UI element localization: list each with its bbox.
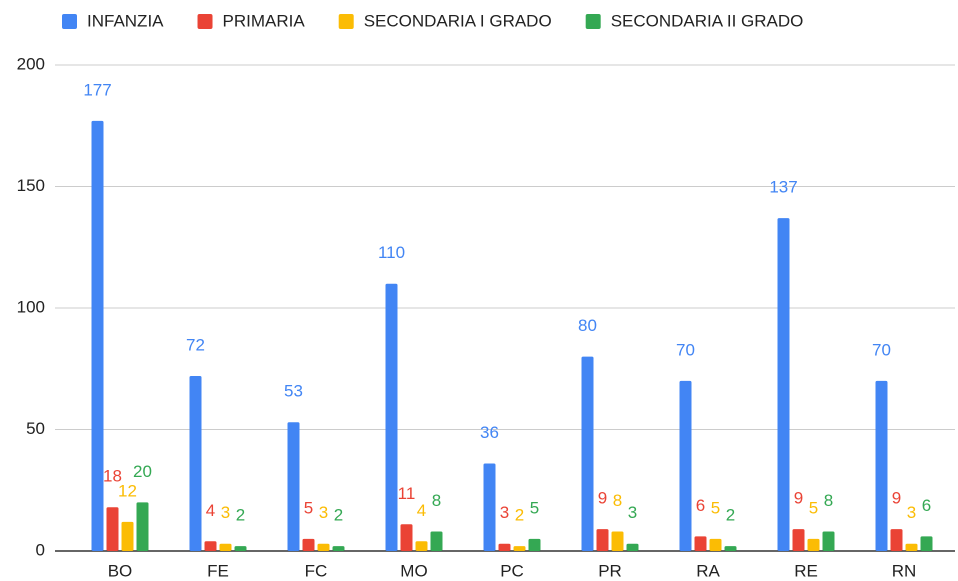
data-label: 8 bbox=[824, 491, 833, 510]
data-label: 20 bbox=[133, 462, 152, 481]
bar bbox=[287, 422, 300, 551]
x-tick-label: BO bbox=[108, 561, 133, 580]
bar bbox=[204, 541, 217, 551]
bar bbox=[920, 536, 933, 551]
data-label: 6 bbox=[696, 496, 705, 515]
bar bbox=[890, 529, 903, 551]
data-label: 9 bbox=[892, 489, 901, 508]
y-tick-label: 50 bbox=[26, 419, 45, 438]
bar bbox=[400, 524, 413, 551]
x-tick-label: FC bbox=[305, 561, 328, 580]
data-label: 11 bbox=[398, 484, 416, 503]
data-label: 72 bbox=[186, 336, 205, 355]
bar bbox=[777, 218, 790, 551]
bar bbox=[626, 543, 639, 551]
data-label: 18 bbox=[103, 467, 122, 486]
y-tick-label: 150 bbox=[17, 176, 45, 195]
legend-swatch bbox=[338, 14, 354, 29]
data-label: 2 bbox=[515, 506, 524, 525]
data-label: 5 bbox=[809, 498, 818, 517]
legend-label: PRIMARIA bbox=[223, 11, 306, 30]
data-label: 4 bbox=[417, 501, 426, 520]
bar bbox=[121, 521, 134, 551]
data-label: 3 bbox=[221, 503, 230, 522]
data-label: 2 bbox=[334, 506, 343, 525]
data-label: 5 bbox=[304, 498, 313, 517]
legend-swatch bbox=[62, 14, 77, 29]
bar bbox=[136, 502, 149, 551]
bar bbox=[498, 543, 511, 551]
data-label: 5 bbox=[530, 498, 539, 517]
x-tick-label: RN bbox=[892, 561, 917, 580]
data-label: 3 bbox=[907, 503, 916, 522]
data-label: 12 bbox=[118, 481, 137, 500]
data-label: 3 bbox=[500, 503, 509, 522]
bar bbox=[385, 283, 398, 551]
data-label: 2 bbox=[236, 506, 245, 525]
data-label: 3 bbox=[319, 503, 328, 522]
bar bbox=[905, 543, 918, 551]
y-tick-label: 200 bbox=[17, 54, 45, 73]
x-tick-label: RA bbox=[696, 561, 720, 580]
bar bbox=[611, 531, 624, 551]
data-label: 53 bbox=[284, 382, 303, 401]
data-label: 4 bbox=[206, 501, 215, 520]
data-label: 80 bbox=[578, 316, 597, 335]
y-tick-label: 100 bbox=[17, 297, 45, 316]
bar bbox=[219, 543, 232, 551]
x-tick-label: PR bbox=[598, 561, 622, 580]
data-label: 8 bbox=[432, 491, 441, 510]
data-label: 70 bbox=[872, 340, 891, 359]
bar bbox=[91, 120, 104, 551]
x-tick-label: RE bbox=[794, 561, 818, 580]
legend-label: SECONDARIA II GRADO bbox=[611, 11, 804, 30]
bar bbox=[709, 538, 722, 551]
bar bbox=[189, 376, 202, 551]
data-label: 177 bbox=[83, 80, 111, 99]
x-tick-label: PC bbox=[500, 561, 524, 580]
data-label: 2 bbox=[726, 506, 735, 525]
bar bbox=[513, 546, 526, 551]
bar bbox=[724, 546, 737, 551]
bar bbox=[792, 529, 805, 551]
bar bbox=[581, 356, 594, 551]
data-label: 6 bbox=[922, 496, 931, 515]
bar bbox=[679, 380, 692, 551]
bar bbox=[332, 546, 345, 551]
bar bbox=[106, 507, 119, 551]
bar bbox=[234, 546, 247, 551]
data-label: 8 bbox=[613, 491, 622, 510]
legend-swatch bbox=[197, 14, 213, 29]
x-tick-label: MO bbox=[400, 561, 427, 580]
bar bbox=[807, 538, 820, 551]
data-label: 110 bbox=[378, 243, 405, 262]
x-tick-label: FE bbox=[207, 561, 229, 580]
legend-label: SECONDARIA I GRADO bbox=[364, 11, 552, 30]
bar bbox=[415, 541, 428, 551]
bar bbox=[875, 380, 888, 551]
bar bbox=[822, 531, 835, 551]
legend-label: INFANZIA bbox=[87, 11, 164, 30]
bar bbox=[302, 538, 315, 551]
bar bbox=[596, 529, 609, 551]
y-tick-label: 0 bbox=[36, 540, 45, 559]
bar bbox=[430, 531, 443, 551]
legend-swatch bbox=[585, 14, 601, 29]
bar bbox=[694, 536, 707, 551]
data-label: 36 bbox=[480, 423, 499, 442]
bar bbox=[483, 463, 496, 551]
data-label: 137 bbox=[769, 178, 797, 197]
data-label: 3 bbox=[628, 503, 637, 522]
data-label: 9 bbox=[598, 489, 607, 508]
bar bbox=[528, 538, 541, 551]
bar bbox=[317, 543, 330, 551]
data-label: 70 bbox=[676, 340, 695, 359]
data-label: 9 bbox=[794, 489, 803, 508]
data-label: 5 bbox=[711, 498, 720, 517]
